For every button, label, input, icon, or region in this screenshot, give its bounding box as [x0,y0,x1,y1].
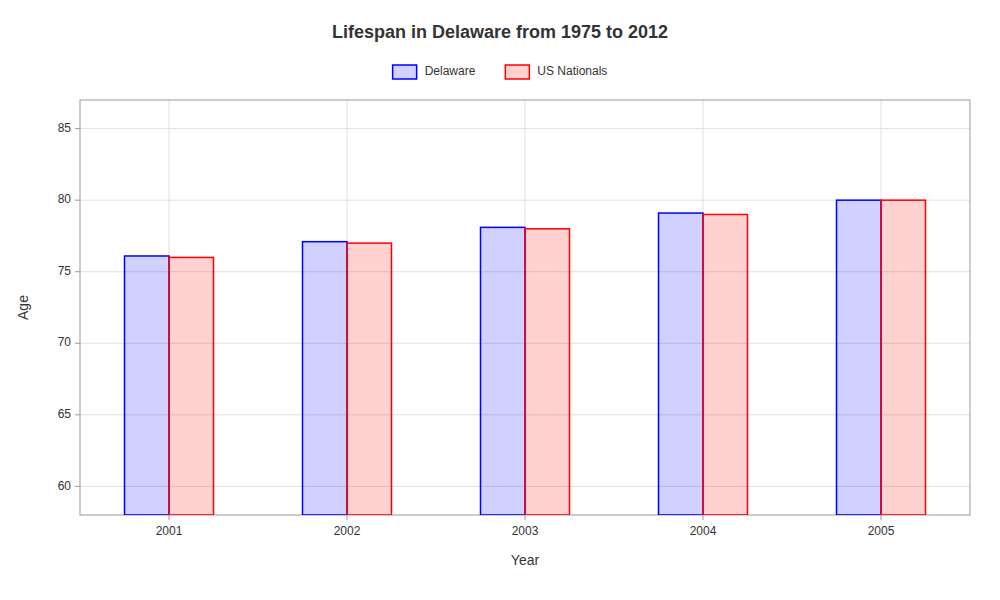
legend-swatch [505,65,529,79]
legend-swatch [393,65,417,79]
x-tick [703,515,704,520]
y-tick-label: 75 [58,264,72,278]
title: Lifespan in Delaware from 1975 to 2012 [332,22,668,42]
legend-label: US Nationals [537,64,607,78]
bar [125,256,170,515]
y-tick [75,343,80,344]
bar [169,257,214,515]
legend: Delaware US Nationals [393,64,608,79]
grid [80,100,970,515]
y-tick-label: 85 [58,121,72,135]
x-tick-label: 2001 [156,524,183,538]
bar [837,200,882,515]
bar [525,229,570,515]
bar [303,242,348,515]
y-tick [75,200,80,201]
x-tick-label: 2005 [868,524,895,538]
y-tick [75,271,80,272]
x-tick [347,515,348,520]
axes: 60 65 70 75 80 85 2001 2002 2003 2004 2005 [58,121,895,538]
x-tick-label: 2003 [512,524,539,538]
x-axis-label: Year [511,552,540,568]
x-tick [169,515,170,520]
y-axis-label: Age [15,295,31,320]
y-tick-label: 65 [58,407,72,421]
x-tick [881,515,882,520]
bars [125,200,926,515]
bar [659,213,704,515]
bar [481,227,526,515]
x-tick-label: 2002 [334,524,361,538]
chart: 60 65 70 75 80 85 2001 2002 2003 2004 2005 Year Age L… [0,0,1000,600]
x-tick [525,515,526,520]
legend-item: US Nationals [505,64,607,79]
y-tick-label: 80 [58,192,72,206]
y-tick [75,486,80,487]
plot-frame [80,100,970,515]
y-tick-label: 70 [58,335,72,349]
x-tick-label: 2004 [690,524,717,538]
chart-container: 60 65 70 75 80 85 2001 2002 2003 2004 2005 Year Age L… [0,0,1000,600]
bar [881,200,926,515]
y-tick-label: 60 [58,479,72,493]
bar [347,243,392,515]
legend-label: Delaware [425,64,476,78]
y-tick [75,414,80,415]
bar [703,214,748,515]
legend-item: Delaware [393,64,476,79]
y-tick [75,128,80,129]
